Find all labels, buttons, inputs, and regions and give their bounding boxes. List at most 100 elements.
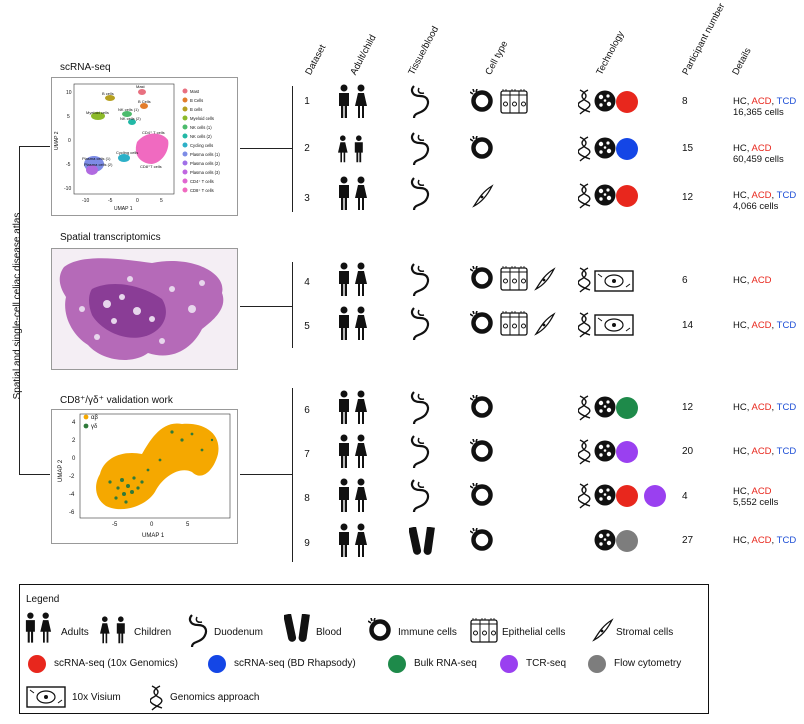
bracket-top: [19, 146, 50, 147]
cluster-bcells: [105, 95, 115, 101]
legend-blood: Blood: [316, 627, 342, 638]
umap1-legend-6: NK cells (2): [190, 134, 212, 139]
details-tcd: TCD: [776, 190, 797, 201]
immune-cell-icon: [470, 395, 496, 421]
umap1-legend-8: Plasma cells (1): [190, 152, 220, 157]
legend-scrna-10x: scRNA-seq (10x Genomics): [54, 658, 178, 669]
details-hc: HC,: [733, 402, 752, 413]
genomics-icon: [578, 395, 591, 421]
details-sep: ,: [771, 96, 777, 107]
duodenum-icon: [410, 478, 430, 514]
umap1-ytick-2: 5: [67, 114, 70, 120]
details-9: HC, ACD, TCD: [733, 535, 796, 546]
legend-dot-10x: [28, 655, 46, 673]
epithelial-cell-icon: [500, 310, 528, 336]
umap1-legend-12: CD8⁺ T cells: [190, 188, 214, 193]
cluster-mast: [138, 89, 146, 95]
dataset-number-2: 2: [304, 143, 310, 154]
legend-visium: 10x Visium: [72, 692, 121, 703]
legend-child-icon: [100, 616, 125, 644]
umap1-xtick-3: 0: [136, 198, 139, 204]
legend-children: Children: [134, 627, 172, 638]
umap-validation-plot: αβ γδ 4 2 0 -2 -4 -6 -5 0 5 UMAP 1 UMAP …: [58, 413, 231, 539]
umap-scrna-plot: B cells Mast B Cells Myeloid cells NK ce…: [54, 83, 220, 212]
umap1-legend-9: Plasma cells (2): [190, 161, 220, 166]
immune-cell-icon: [470, 483, 496, 509]
umap1-ylabel: UMAP 2: [54, 131, 60, 150]
details-hc: HC,: [733, 275, 752, 286]
adult-icon: [339, 434, 367, 468]
duodenum-icon: [410, 306, 430, 342]
connector-3-v: [292, 388, 293, 562]
header-dataset: Dataset: [303, 42, 329, 77]
section-title-spatial: Spatial transcriptomics: [60, 232, 161, 243]
connector-1: [240, 148, 292, 149]
participant-number-4: 6: [682, 275, 688, 286]
dataset-number-4: 4: [304, 277, 310, 288]
connector-2-v: [292, 262, 293, 348]
visium-icon: [594, 270, 634, 292]
sequencing-icon: [594, 529, 616, 551]
umap2-legend-2: γδ: [91, 424, 98, 430]
blood-icon: [409, 527, 435, 556]
umap2-xtick-1: -5: [112, 522, 118, 528]
umap1-label-3: B Cells: [138, 99, 151, 104]
duodenum-icon: [410, 84, 430, 120]
tech-dot-bulk: [616, 397, 638, 419]
umap1-xlabel: UMAP 1: [114, 206, 133, 212]
section-title-validation: CD8⁺/γδ⁺ validation work: [60, 395, 173, 406]
umap2-legend-1: αβ: [91, 415, 98, 421]
cluster-nk2: [128, 119, 136, 125]
cluster-gd: [108, 430, 214, 504]
umap1-label-1: B cells: [102, 91, 114, 96]
tech-dot-10x: [616, 485, 638, 507]
tech-dot-flow: [616, 530, 638, 552]
adult-icon: [339, 523, 367, 557]
dataset-number-8: 8: [304, 493, 310, 504]
umap1-legend-10: Plasma cells (3): [190, 170, 220, 175]
participant-number-2: 15: [682, 143, 694, 154]
duodenum-icon: [410, 176, 430, 212]
adult-icon: [339, 84, 367, 118]
duodenum-icon: [410, 131, 430, 167]
legend-dot-tcr: [500, 655, 518, 673]
cluster-t-cells: [135, 133, 169, 164]
genomics-icon: [578, 439, 591, 465]
header-participant-number: Participant number: [680, 1, 728, 77]
details-acd: ACD: [751, 320, 772, 331]
legend-dot-bulk: [388, 655, 406, 673]
adult-icon: [339, 176, 367, 210]
legend-immune: Immune cells: [398, 627, 457, 638]
details-8: HC, ACD 5,552 cells: [733, 486, 778, 508]
bracket-bottom: [19, 474, 50, 475]
umap1-xtick-2: -5: [108, 198, 113, 204]
details-tcd: TCD: [776, 535, 797, 546]
details-acd: ACD: [751, 96, 772, 107]
adult-icon: [339, 390, 367, 424]
details-hc: HC,: [733, 96, 752, 107]
details-acd: ACD: [751, 402, 772, 413]
details-6: HC, ACD, TCD: [733, 402, 796, 413]
stromal-cell-icon: [473, 185, 493, 207]
details-acd: ACD: [751, 486, 772, 497]
details-tcd: TCD: [776, 320, 797, 331]
adult-icon: [339, 306, 367, 340]
legend-scrna-bd: scRNA-seq (BD Rhapsody): [234, 658, 356, 669]
details-sep: ,: [771, 402, 777, 413]
cluster-cycling: [118, 154, 130, 162]
umap1-label-2: Mast: [136, 84, 146, 89]
dataset-number-6: 6: [304, 405, 310, 416]
umap1-label-11: CD8⁺T cells: [140, 164, 162, 169]
umap1-legend-2: B Cells: [190, 98, 203, 103]
umap2-ylabel: UMAP 2: [58, 459, 64, 482]
dataset-number-3: 3: [304, 193, 310, 204]
details-hc: HC,: [733, 143, 752, 154]
umap1-ytick-1: 10: [66, 90, 72, 96]
participant-number-5: 14: [682, 320, 694, 331]
details-4: HC, ACD: [733, 275, 772, 286]
participant-number-3: 12: [682, 192, 694, 203]
duodenum-icon: [410, 434, 430, 470]
legend-epithelial-icon: [470, 617, 498, 643]
details-hc: HC,: [733, 446, 752, 457]
umap2-xtick-3: 5: [186, 522, 190, 528]
